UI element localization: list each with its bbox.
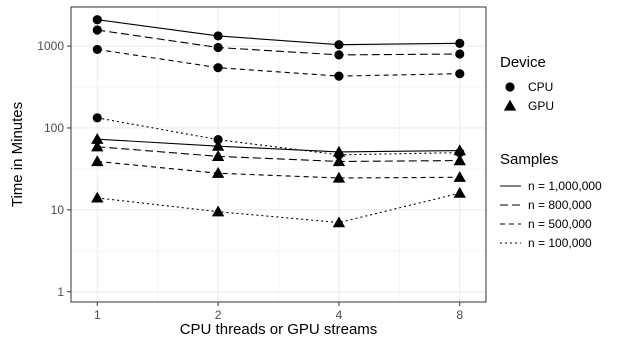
data-point <box>93 45 102 54</box>
data-point <box>455 49 464 58</box>
data-point <box>91 155 103 166</box>
legend-device-title: Device <box>500 54 546 71</box>
legend-key-triangle <box>504 100 516 111</box>
x-tick-label: 4 <box>336 308 343 322</box>
legend-item-samples: n = 500,000 <box>500 217 592 231</box>
legend-label: n = 800,000 <box>528 198 592 212</box>
data-point <box>454 187 466 198</box>
legend-label: n = 100,000 <box>528 236 592 250</box>
data-point <box>334 50 343 59</box>
legend-device-items: CPU GPU <box>504 80 554 113</box>
y-tick-label: 1 <box>57 285 64 299</box>
data-point <box>454 171 466 182</box>
data-point <box>93 25 102 34</box>
legend-label: GPU <box>528 99 554 113</box>
data-point <box>334 40 343 49</box>
data-point <box>333 216 345 227</box>
data-point <box>334 71 343 80</box>
legend-item-cpu: CPU <box>505 80 553 94</box>
data-point <box>212 205 224 216</box>
data-point <box>333 146 345 157</box>
data-point <box>333 155 345 166</box>
x-tick-label: 1 <box>94 308 101 322</box>
data-point <box>93 15 102 24</box>
y-tick-label: 100 <box>44 121 64 135</box>
data-point <box>214 63 223 72</box>
y-tick-label: 1000 <box>37 39 64 53</box>
data-point <box>455 39 464 48</box>
legend: Device CPU GPU Samples n = 1,000,000 n = 8… <box>500 54 602 250</box>
legend-samples-title: Samples <box>500 151 558 168</box>
legend-item-samples: n = 100,000 <box>500 236 592 250</box>
x-axis-title: CPU threads or GPU streams <box>180 321 378 338</box>
data-point <box>333 172 345 183</box>
legend-key-circle <box>505 82 514 91</box>
data-point <box>454 144 466 155</box>
data-point <box>93 113 102 122</box>
legend-label: CPU <box>528 80 553 94</box>
x-tick-label: 2 <box>215 308 222 322</box>
data-point <box>214 31 223 40</box>
data-point <box>91 192 103 203</box>
y-tick-label: 10 <box>51 203 65 217</box>
legend-label: n = 1,000,000 <box>528 179 602 193</box>
legend-label: n = 500,000 <box>528 217 592 231</box>
data-point <box>214 43 223 52</box>
legend-item-gpu: GPU <box>504 99 554 113</box>
legend-samples-items: n = 1,000,000 n = 800,000 n = 500,000 n = 1… <box>500 179 602 250</box>
x-tick-label: 8 <box>456 308 463 322</box>
data-point <box>455 69 464 78</box>
y-axis-title: Time in Minutes <box>9 102 26 207</box>
data-point <box>212 150 224 161</box>
data-point <box>454 154 466 165</box>
legend-item-samples: n = 1,000,000 <box>500 179 602 193</box>
legend-item-samples: n = 800,000 <box>500 198 592 212</box>
